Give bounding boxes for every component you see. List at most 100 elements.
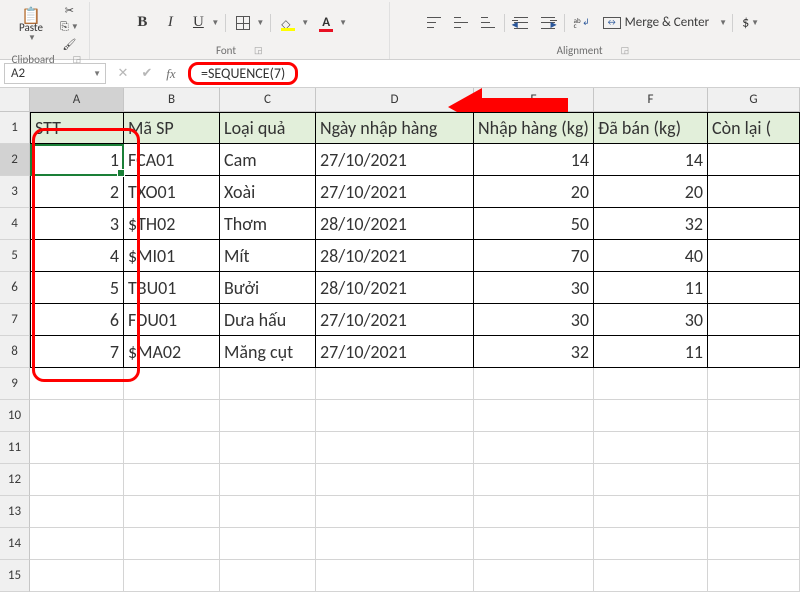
column-header[interactable]: C [220,88,316,112]
row-header[interactable]: 5 [0,240,30,272]
cell[interactable] [594,400,708,432]
row-header[interactable]: 6 [0,272,30,304]
cell[interactable]: 32 [474,336,594,368]
cell[interactable] [708,432,800,464]
cell[interactable] [474,496,594,528]
row-header[interactable]: 2 [0,144,30,176]
row-header[interactable]: 10 [0,400,30,432]
cell[interactable] [316,464,474,496]
cell[interactable] [594,560,708,592]
cell[interactable]: 6 [30,304,124,336]
cell[interactable] [316,560,474,592]
cell[interactable] [708,208,800,240]
cell[interactable] [124,496,220,528]
cell[interactable] [708,304,800,336]
cell[interactable]: 27/10/2021 [316,304,474,336]
alignment-launcher-icon[interactable]: ◲ [621,45,630,56]
cell[interactable] [220,560,316,592]
cell[interactable]: 7 [30,336,124,368]
row-header[interactable]: 9 [0,368,30,400]
cell[interactable]: 5 [30,272,124,304]
row-header[interactable]: 11 [0,432,30,464]
cell[interactable] [124,368,220,400]
cell[interactable]: TXO01 [124,176,220,208]
cell[interactable] [30,432,124,464]
grid[interactable]: STTMã SPLoại quảNgày nhập hàngNhập hàng … [30,112,800,592]
cell[interactable]: Măng cụt [220,336,316,368]
formula-input[interactable]: =SEQUENCE(7) [186,60,800,87]
increase-indent-button[interactable]: ▶ [537,12,559,34]
column-header[interactable]: F [594,88,708,112]
format-painter-button[interactable]: 🖌 [56,36,83,52]
cell[interactable] [708,400,800,432]
column-header[interactable]: G [708,88,800,112]
cell[interactable]: 30 [474,304,594,336]
row-header[interactable]: 13 [0,496,30,528]
cell[interactable]: 20 [474,176,594,208]
cell[interactable] [474,400,594,432]
cell[interactable]: TBU01 [124,272,220,304]
cell[interactable] [708,528,800,560]
cell[interactable]: 27/10/2021 [316,144,474,176]
cell[interactable]: 3 [30,208,124,240]
cell[interactable] [708,144,800,176]
cell[interactable] [316,400,474,432]
chevron-down-icon[interactable]: ▼ [301,18,309,28]
header-cell[interactable]: Nhập hàng (kg) [474,112,594,144]
number-format-button[interactable]: $▼ [738,12,763,34]
wrap-text-button[interactable]: ab↲c [570,12,594,34]
cell[interactable] [124,432,220,464]
copy-button[interactable]: ⎘▼ [56,19,83,35]
cell[interactable] [30,464,124,496]
paste-button[interactable]: 📋 Paste ▼ [10,8,52,46]
row-header[interactable]: 12 [0,464,30,496]
cell[interactable] [220,368,316,400]
cell[interactable]: FCA01 [124,144,220,176]
align-top-button[interactable] [423,12,445,34]
cell[interactable] [708,240,800,272]
cell[interactable] [124,528,220,560]
cell[interactable] [30,528,124,560]
cell[interactable] [30,496,124,528]
cell[interactable]: 28/10/2021 [316,240,474,272]
chevron-down-icon[interactable]: ▼ [339,18,347,28]
cell[interactable] [474,432,594,464]
cell[interactable]: 14 [474,144,594,176]
column-header[interactable]: E [474,88,594,112]
cell[interactable] [316,528,474,560]
cell[interactable]: FDU01 [124,304,220,336]
cell[interactable]: 4 [30,240,124,272]
row-header[interactable]: 7 [0,304,30,336]
cell[interactable] [316,432,474,464]
cell[interactable]: 14 [594,144,708,176]
row-header[interactable]: 15 [0,560,30,592]
cell[interactable]: 28/10/2021 [316,272,474,304]
row-header[interactable]: 4 [0,208,30,240]
cell[interactable]: $MI01 [124,240,220,272]
cell[interactable] [708,176,800,208]
cell[interactable]: 11 [594,272,708,304]
cell[interactable] [316,496,474,528]
header-cell[interactable]: Ngày nhập hàng [316,112,474,144]
row-header[interactable]: 8 [0,336,30,368]
cell[interactable]: 2 [30,176,124,208]
cell[interactable]: 28/10/2021 [316,208,474,240]
chevron-down-icon[interactable]: ▼ [256,18,264,28]
italic-button[interactable]: I [159,12,181,34]
cell[interactable] [708,336,800,368]
header-cell[interactable]: Còn lại ( [708,112,800,144]
cell[interactable]: Dưa hấu [220,304,316,336]
chevron-down-icon[interactable]: ▼ [719,18,727,28]
cell[interactable]: 32 [594,208,708,240]
row-header[interactable]: 1 [0,112,30,144]
cell[interactable]: 27/10/2021 [316,336,474,368]
cell[interactable] [474,368,594,400]
cell[interactable] [708,560,800,592]
cell[interactable] [474,464,594,496]
cell[interactable] [316,368,474,400]
align-middle-button[interactable] [450,12,472,34]
cell[interactable] [124,400,220,432]
cell[interactable]: Cam [220,144,316,176]
cut-button[interactable]: ✂ [56,2,83,18]
row-header[interactable]: 3 [0,176,30,208]
